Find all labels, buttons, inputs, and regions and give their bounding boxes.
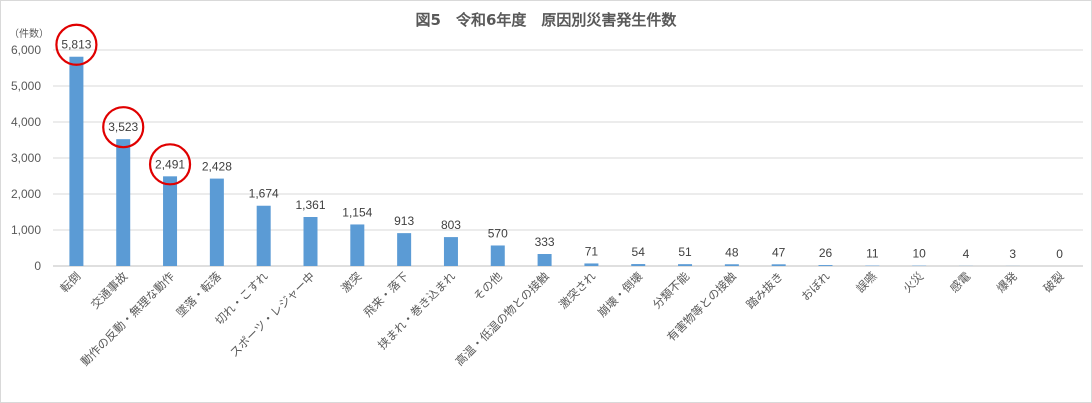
highlight-circle xyxy=(55,23,98,66)
bar xyxy=(443,237,458,266)
x-category-label: 感電 xyxy=(947,269,974,296)
x-category-label: 動作の反動・無理な動作 xyxy=(78,269,178,369)
data-label: 333 xyxy=(535,235,555,249)
x-category-label: 高温・低温の物との接触 xyxy=(452,269,552,369)
data-label: 1,154 xyxy=(342,205,372,219)
x-category-label: 交通事故 xyxy=(88,269,131,312)
y-tick-label: 6,000 xyxy=(11,43,41,57)
data-label: 1,674 xyxy=(249,187,279,201)
y-tick-label: 1,000 xyxy=(11,223,41,237)
data-label: 3 xyxy=(1009,247,1016,261)
x-category-label: 誤嚥 xyxy=(853,269,880,296)
data-label: 803 xyxy=(441,218,461,232)
x-category-label: 爆発 xyxy=(994,269,1021,296)
data-label: 47 xyxy=(772,245,786,259)
y-tick-label: 2,000 xyxy=(11,187,41,201)
bar xyxy=(350,224,365,266)
data-label: 26 xyxy=(819,246,833,260)
chart-title: 図5 令和6年度 原因別災害発生件数 xyxy=(416,11,678,29)
x-category-label: 分類不能 xyxy=(650,269,693,312)
y-tick-label: 5,000 xyxy=(11,79,41,93)
data-label: 54 xyxy=(632,245,646,259)
data-label: 3,523 xyxy=(108,120,138,134)
highlight-circle xyxy=(148,143,192,186)
bar xyxy=(163,176,178,266)
data-label: 1,361 xyxy=(295,198,325,212)
bar xyxy=(537,254,552,266)
data-label: 4 xyxy=(963,247,970,261)
data-label: 51 xyxy=(678,245,692,259)
x-category-label: 飛来・落下 xyxy=(361,269,412,320)
data-label: 71 xyxy=(585,244,599,258)
y-axis-unit-label: （件数） xyxy=(9,27,49,40)
bar xyxy=(397,233,412,266)
x-category-label: 崩壊・倒壊 xyxy=(595,269,646,320)
x-category-label: 転倒 xyxy=(57,269,83,295)
bars xyxy=(69,56,1020,267)
data-label: 5,813 xyxy=(61,38,91,52)
x-category-label: おぼれ xyxy=(798,269,833,304)
data-label: 11 xyxy=(866,247,879,261)
bar xyxy=(771,264,786,266)
bar xyxy=(303,217,318,266)
data-label: 0 xyxy=(1056,247,1063,261)
data-labels: 5,813 3,523 2,491 2,428 1,674 1,361 1,154 913 80… xyxy=(61,38,1063,261)
bar xyxy=(116,139,131,266)
bar xyxy=(490,245,505,266)
bar xyxy=(818,265,833,266)
x-category-label: 激突 xyxy=(338,269,365,296)
x-category-label: 踏み抜き xyxy=(743,269,785,311)
x-category-label: スポーツ・レジャー中 xyxy=(227,269,318,360)
bar xyxy=(724,264,739,266)
bar xyxy=(69,56,84,267)
data-label: 10 xyxy=(912,247,926,261)
y-tick-label: 0 xyxy=(34,259,41,273)
x-category-label: 挟まれ・巻き込まれ xyxy=(375,269,458,352)
bar xyxy=(209,178,224,266)
x-category-label: その他 xyxy=(471,269,506,304)
bar xyxy=(678,264,693,266)
data-label: 48 xyxy=(725,245,739,259)
x-category-label: 火災 xyxy=(900,269,927,296)
bar xyxy=(584,263,599,266)
bar xyxy=(256,205,271,266)
bar xyxy=(631,264,646,266)
highlight-circles xyxy=(55,23,192,186)
data-label: 913 xyxy=(394,214,414,228)
data-label: 570 xyxy=(488,226,508,240)
y-axis-ticks: 0 1,000 2,000 3,000 4,000 5,000 6,000 xyxy=(11,43,41,273)
highlight-circle xyxy=(102,106,145,149)
x-category-label: 破裂 xyxy=(1041,269,1068,296)
y-tick-label: 3,000 xyxy=(11,151,41,165)
x-category-label: 激突され xyxy=(556,269,599,312)
data-label: 2,491 xyxy=(155,157,185,171)
y-tick-label: 4,000 xyxy=(11,115,41,129)
data-label: 2,428 xyxy=(202,160,232,174)
gridlines xyxy=(53,49,1083,267)
